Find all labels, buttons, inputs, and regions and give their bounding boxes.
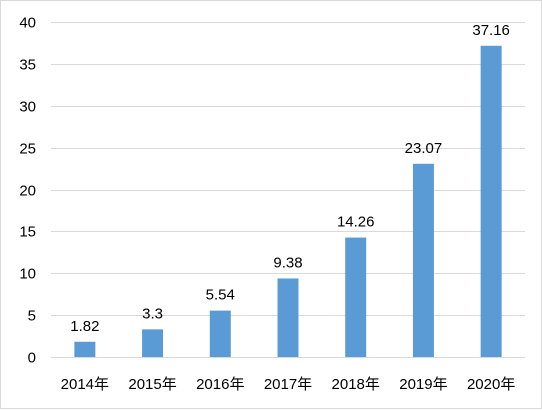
data-label: 1.82 <box>70 318 99 335</box>
y-tick-label: 20 <box>19 183 36 200</box>
y-tick-label: 15 <box>19 224 36 241</box>
gridlines <box>51 22 525 358</box>
bar <box>277 278 299 357</box>
y-tick-label: 35 <box>19 57 36 74</box>
x-axis-categories: 2014年 2015年 2016年 2017年 2018年 2019年 2020年 <box>61 376 516 393</box>
data-label: 9.38 <box>273 254 302 271</box>
bars <box>74 45 502 357</box>
data-label: 5.54 <box>206 287 235 304</box>
x-tick-label: 2016年 <box>196 376 244 393</box>
bar <box>412 163 434 357</box>
y-tick-label: 40 <box>19 15 36 32</box>
y-tick-label: 30 <box>19 99 36 116</box>
bar <box>74 341 96 357</box>
y-tick-label: 25 <box>19 141 36 158</box>
x-tick-label: 2017年 <box>264 376 312 393</box>
y-axis-ticks: 0 5 10 15 20 25 30 35 40 <box>19 15 36 367</box>
x-tick-label: 2014年 <box>61 376 109 393</box>
data-label: 3.3 <box>142 305 163 322</box>
x-tick-label: 2019年 <box>399 376 447 393</box>
data-label: 23.07 <box>405 140 443 157</box>
data-labels: 1.82 3.3 5.54 9.38 14.26 23.07 37.16 <box>70 22 510 335</box>
bar <box>345 237 367 357</box>
bar <box>209 310 231 357</box>
y-tick-label: 0 <box>28 350 36 367</box>
x-tick-label: 2020年 <box>467 376 515 393</box>
x-tick-label: 2015年 <box>128 376 176 393</box>
x-tick-label: 2018年 <box>332 376 380 393</box>
bar <box>142 329 164 357</box>
y-tick-label: 5 <box>28 308 36 325</box>
bar <box>480 45 502 357</box>
y-tick-label: 10 <box>19 266 36 283</box>
data-label: 37.16 <box>472 22 510 39</box>
data-label: 14.26 <box>337 214 375 231</box>
